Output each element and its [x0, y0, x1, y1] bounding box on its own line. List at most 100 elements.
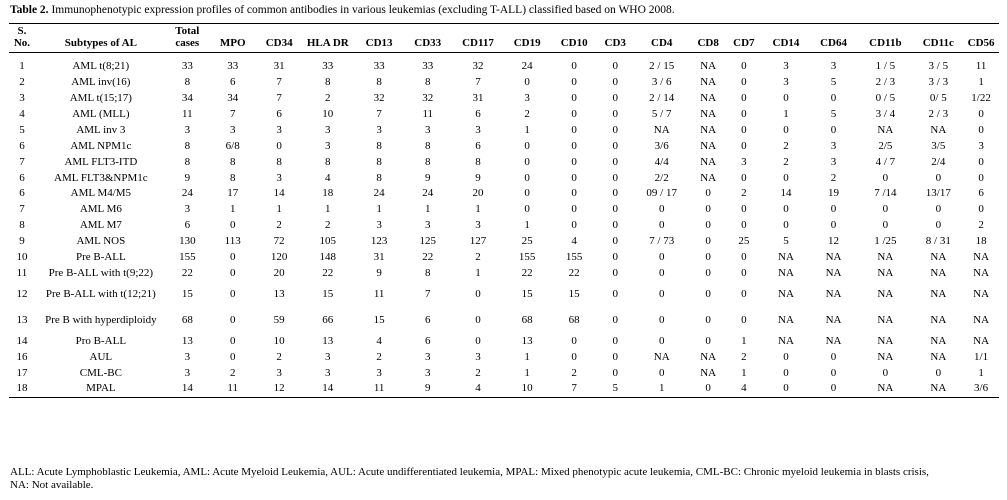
table-cell: 0 — [475, 334, 481, 347]
table-cell: 3 / 6 — [651, 76, 672, 89]
subtype-cell: AML NPM1c — [70, 139, 132, 152]
table-cell: 20 — [472, 187, 484, 200]
table-cell: 68 — [568, 313, 580, 326]
table-cell: 14 — [166, 381, 208, 399]
table-cell: 0 — [830, 203, 837, 216]
table-cell: NA — [877, 313, 894, 326]
table-cell: 0 — [783, 171, 789, 184]
table-cell: NA — [700, 107, 717, 120]
table-cell: 3 — [184, 350, 191, 363]
table-cell: 3 — [424, 219, 431, 232]
table-cell: 0 — [612, 107, 618, 120]
table-cell: 5 / 7 — [651, 107, 672, 120]
table-cell: 0 — [612, 92, 618, 105]
table-cell: 8 — [424, 139, 431, 152]
table-cell: 9 — [424, 171, 431, 184]
table-cell: 22 — [322, 266, 334, 279]
table-cell: 3 — [184, 123, 191, 136]
table-cell: 3/6 — [654, 139, 669, 152]
table-row: 9 AML NOS 130 113 72 105 123 125 127 25 4 0 7 / 73 0 2… — [9, 234, 999, 250]
table-cell: 0 — [524, 155, 530, 168]
table-cell: 3 — [524, 92, 530, 105]
table-footnote: ALL: Acute Lymphoblastic Leukemia, AML: … — [10, 466, 929, 492]
table-cell: 1 — [524, 123, 530, 136]
table-cell: 24 — [521, 60, 533, 73]
table-cell: NA — [700, 350, 717, 363]
table-cell: 0 — [571, 334, 577, 347]
table-row: 16 AUL 3 0 2 3 2 3 3 1 0 0 NA NA 2 0 0 NA NA 1/1 — [9, 349, 999, 365]
table-cell: 11 — [182, 107, 193, 120]
table-cell: NA — [973, 266, 990, 279]
table-cell: 09 / 17 — [646, 187, 677, 200]
table-cell: 6 — [229, 76, 236, 89]
table-cell: 22 — [568, 266, 580, 279]
table-cell: 3 — [325, 350, 331, 363]
table-cell: 148 — [319, 250, 337, 263]
table-cell: 0 — [741, 60, 747, 73]
table-cell: 8 — [475, 155, 481, 168]
table-cell: 155 — [518, 250, 536, 263]
table-cell: 1 — [783, 107, 789, 120]
table-cell: 0 — [705, 187, 711, 200]
table-cell: 5 — [597, 381, 633, 399]
table-cell: 0 — [690, 381, 726, 399]
column-header: CD13 — [354, 22, 404, 54]
table-cell: 0 — [571, 107, 577, 120]
table-cell: 4 / 7 — [875, 155, 896, 168]
table-cell: 120 — [270, 250, 288, 263]
table-cell: NA — [778, 250, 794, 263]
table-cell: 0 — [475, 313, 481, 326]
table-cell: NA — [930, 123, 947, 136]
table-cell: 3 — [978, 139, 984, 152]
table-cell: NA — [653, 123, 670, 136]
table-cell: 0 — [658, 219, 665, 232]
subtype-cell: Pro B-ALL — [75, 334, 127, 347]
table-cell: NA — [930, 334, 947, 347]
table-cell: 2/2 — [654, 171, 669, 184]
table-cell: 3 — [325, 366, 331, 379]
table-cell: 2 — [741, 187, 747, 200]
table-cell: 0 — [229, 266, 236, 279]
table-row: 3 AML t(15;17) 34 34 7 2 32 32 31 3 0 0 2 / 14 NA 0 0 0 0… — [9, 91, 999, 107]
table-cell: 11 — [975, 60, 987, 73]
table-cell: 0 — [935, 219, 942, 232]
table-cell: 13 — [273, 287, 285, 300]
table-cell: 15 — [373, 313, 385, 326]
table-cell: 0 — [658, 334, 665, 347]
table-cell: 2/5 — [878, 139, 893, 152]
table-cell: 10 — [273, 334, 285, 347]
subtype-cell: Pre B-ALL with t(12;21) — [45, 287, 156, 300]
subtype-cell: MPAL — [34, 381, 167, 399]
table-cell: NA — [700, 171, 717, 184]
table-cell: 6 — [978, 187, 984, 200]
table-cell: 9 — [403, 381, 453, 399]
table-cell: 0 — [705, 219, 711, 232]
table-cell: 0 — [612, 266, 618, 279]
table-cell: 34 — [227, 92, 239, 105]
table-cell: 34 — [181, 92, 193, 105]
table-cell: 14 — [780, 187, 792, 200]
table-cell: 0 — [612, 139, 618, 152]
table-cell: 8 — [184, 139, 191, 152]
table-cell: 32 — [422, 92, 434, 105]
table-cell: 0 — [612, 187, 618, 200]
table-cell: 2 — [830, 171, 837, 184]
table-cell: 0 — [830, 366, 837, 379]
table-cell: 0 — [935, 203, 942, 216]
subtype-cell: AML FLT3&NPM1c — [54, 171, 148, 184]
serial-number-cell: 12 — [16, 287, 28, 300]
column-header: CD33 — [403, 22, 453, 54]
subtype-cell: AML FLT3-ITD — [64, 155, 138, 168]
table-cell: 0 — [830, 219, 837, 232]
table-cell: 2 — [524, 107, 530, 120]
table-row: 8 AML M7 6 0 2 2 3 3 3 1 0 0 0 0 0 0 0 0 0 2 — [9, 218, 999, 234]
table-row: 6 AML M4/M5 24 17 14 18 24 24 20 0 0 0 09 / 17 0 2 14 19… — [9, 186, 999, 202]
table-cell: 2 — [276, 350, 282, 363]
table-cell: 3 — [424, 350, 431, 363]
table-cell: 9 — [475, 171, 481, 184]
subtype-cell: AML t(8;21) — [72, 60, 130, 73]
table-cell: 1/1 — [974, 350, 989, 363]
table-cell: 3 — [783, 76, 789, 89]
table-cell: 0 — [475, 287, 481, 300]
table-cell: 0 — [276, 139, 282, 152]
